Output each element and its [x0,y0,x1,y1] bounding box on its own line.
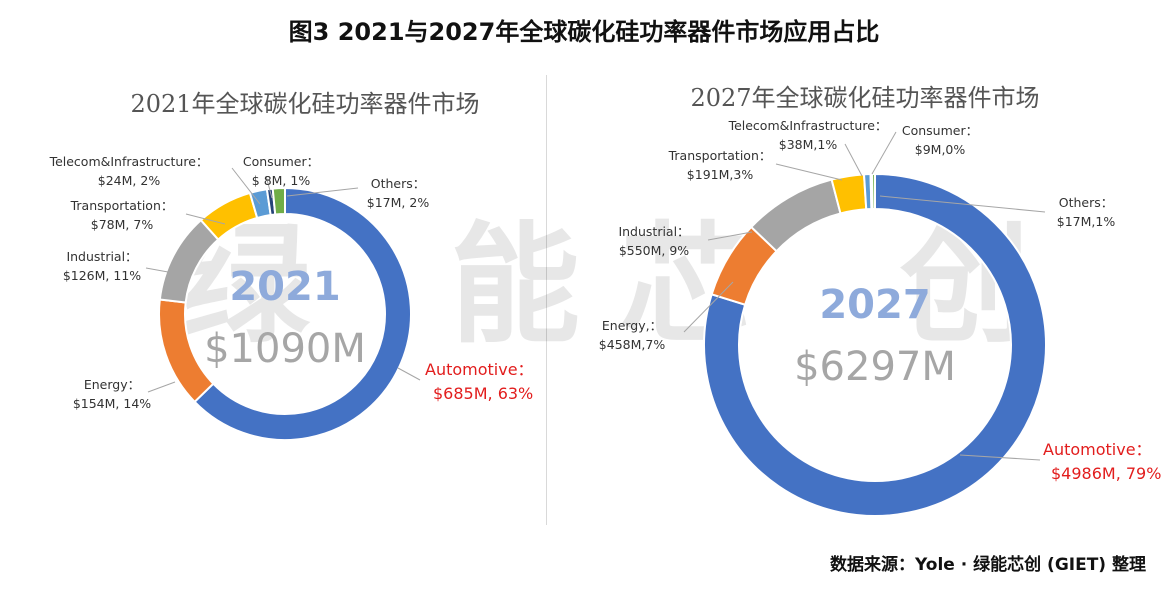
leader-line-telecom-infrastructure [231,167,261,205]
label-transportation-value: $78M, 7% [91,217,154,232]
leader-line-energy [147,381,176,393]
page-title: 图3 2021与2027年全球碳化硅功率器件市场应用占比 [288,18,880,46]
label-telecom-infrastructure-value: $24M, 2% [98,173,161,188]
label-energy-value: $154M, 14% [73,396,151,411]
chart-2027: 2027年全球碳化硅功率器件市场 2027 $6297M Automotive： $49… [599,84,1161,517]
leader-line-industrial [145,267,169,273]
label-others-value: $17M, 2% [367,195,430,210]
chart-title: 2027年全球碳化硅功率器件市场 [690,84,1039,112]
chart-title: 2021年全球碳化硅功率器件市场 [130,90,479,118]
source-note: 数据来源：Yole · 绿能芯创 (GIET) 整理 [830,555,1146,575]
center-total: $6297M [794,344,956,390]
label-industrial-name: Industrial： [618,224,689,239]
label-consumer-value: $ 8M, 1% [252,173,311,188]
leader-line-telecom-infrastructure [844,143,863,177]
slice-automotive [193,186,412,441]
label-energy-name: Energy,： [602,318,662,333]
slice-industrial [749,178,842,253]
leader-line-transportation [185,213,226,225]
label-consumer-value: $9M,0% [915,142,966,157]
label-transportation-name: Transportation： [70,198,174,213]
center-total: $1090M [204,326,366,372]
label-automotive-value: $685M, 63% [433,384,533,403]
slice-others [871,172,876,211]
label-consumer-name: Consumer： [902,123,978,138]
chart-divider [546,75,547,525]
label-industrial-value: $126M, 11% [63,268,141,283]
label-others-name: Others： [1059,195,1114,210]
label-telecom-infrastructure-value: $38M,1% [779,137,838,152]
label-transportation-name: Transportation： [668,148,772,163]
leader-line-consumer [871,131,897,175]
label-others-value: $17M,1% [1057,214,1116,229]
label-industrial-name: Industrial： [66,249,137,264]
label-industrial-value: $550M, 9% [619,243,689,258]
slice-others [271,186,286,216]
label-automotive-name: Automotive： [425,360,534,379]
label-energy-value: $458M,7% [599,337,666,352]
leader-line-automotive [397,367,421,381]
leader-line-industrial [707,231,753,241]
label-automotive-name: Automotive： [1043,440,1152,459]
center-year: 2021 [229,264,340,310]
watermark-char-2: 能 [450,209,580,361]
leader-line-consumer [265,175,273,199]
slice-automotive [703,172,1047,517]
label-energy-name: Energy： [84,377,140,392]
label-telecom-infrastructure-name: Telecom&Infrastructure： [728,118,888,133]
leader-line-transportation [775,163,843,181]
leader-line-others [286,187,359,197]
label-telecom-infrastructure-name: Telecom&Infrastructure： [49,154,209,169]
label-automotive-value: $4986M, 79% [1051,464,1161,483]
leader-line-others [879,195,1046,213]
leader-line-energy [683,281,734,333]
label-others-name: Others： [371,176,426,191]
center-year: 2027 [819,282,930,328]
label-consumer-name: Consumer： [243,154,319,169]
chart-2021: 2021年全球碳化硅功率器件市场 2021 $1090M Automotive： $68… [49,90,534,441]
leader-line-automotive [959,454,1041,461]
label-transportation-value: $191M,3% [687,167,754,182]
